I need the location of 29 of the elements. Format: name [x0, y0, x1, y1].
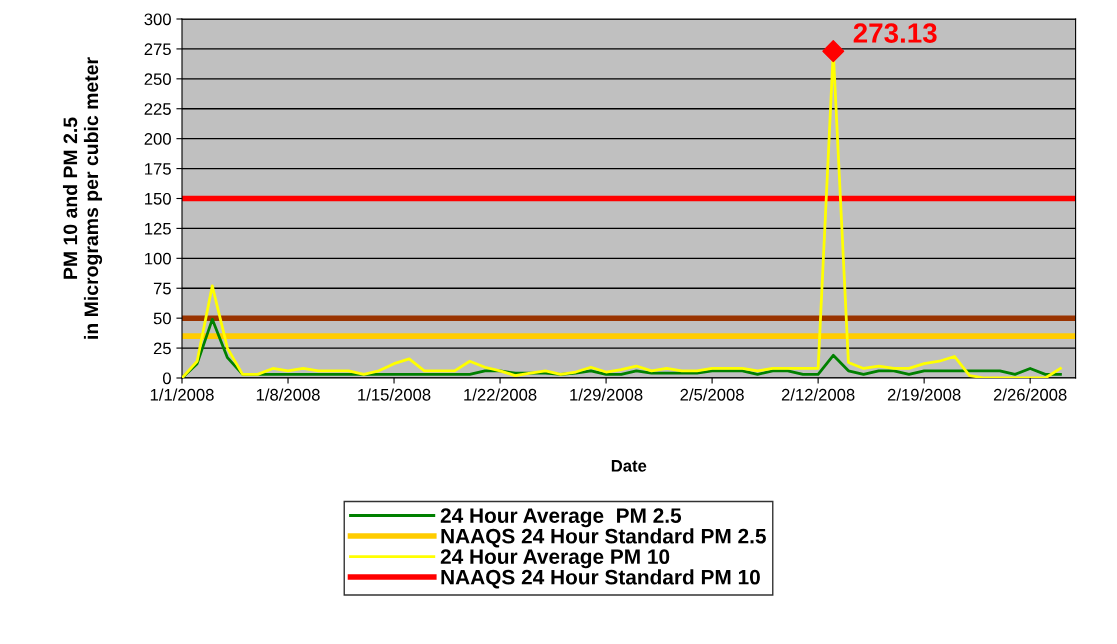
x-tick-label: 1/29/2008 — [570, 388, 643, 401]
y-tick-label: 300 — [144, 13, 171, 26]
y-tick-label: 250 — [144, 73, 171, 86]
y-tick-label: 175 — [145, 163, 171, 175]
x-tick-label: 1/15/2008 — [358, 388, 431, 401]
x-axis-title: Date — [611, 460, 647, 472]
annotation: 273.13 — [853, 23, 937, 43]
x-tick-label: 1/22/2008 — [464, 388, 537, 401]
y-tick-label: 25 — [153, 342, 171, 355]
legend-label: 24 Hour Average PM 10 — [440, 549, 670, 569]
y-tick-label: 125 — [145, 222, 171, 235]
y-tick-label: 275 — [144, 43, 171, 56]
y-tick-label: 150 — [145, 192, 171, 205]
legend-label: 24 Hour Average PM 2.5 — [440, 508, 682, 528]
x-tick-label: 2/5/2008 — [680, 388, 744, 401]
y-tick-label: 225 — [144, 103, 171, 115]
legend-label: NAAQS 24 Hour Standard PM 2.5 — [441, 528, 766, 548]
x-tick-label: 1/1/2008 — [150, 388, 214, 401]
legend-label: NAAQS 24 Hour Standard PM 10 — [441, 569, 760, 589]
y-tick-label: 100 — [145, 252, 171, 265]
y-tick-label: 75 — [153, 282, 171, 295]
y-axis-title: PM 10 and PM 2.5 in Micrograms per cubic meter — [62, 57, 103, 339]
y-tick-label: 0 — [162, 372, 171, 385]
y-tick-label: 50 — [153, 312, 171, 325]
x-tick-label: 2/26/2008 — [993, 388, 1067, 401]
x-tick-label: 2/12/2008 — [781, 388, 855, 401]
y-tick-label: 200 — [144, 133, 171, 145]
x-tick-label: 1/8/2008 — [256, 388, 320, 401]
x-tick-label: 2/19/2008 — [887, 388, 961, 401]
